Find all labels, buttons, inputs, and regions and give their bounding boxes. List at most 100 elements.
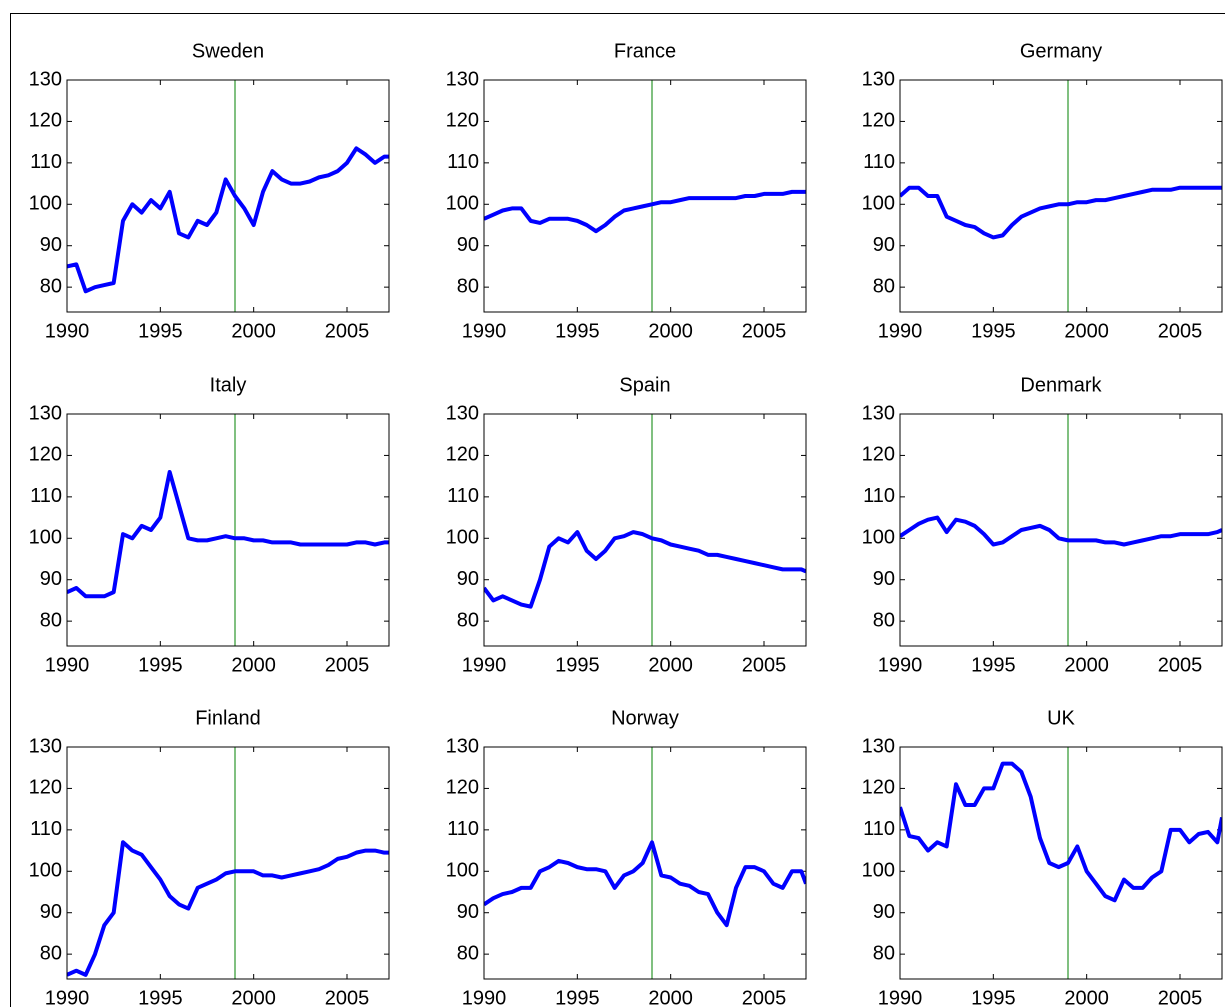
plot-frame [899, 746, 1223, 980]
y-tick-label: 80 [457, 942, 479, 964]
y-tick-label: 130 [29, 735, 62, 757]
subplot-title: UK [1047, 707, 1075, 729]
x-tick-label: 1990 [462, 654, 507, 676]
x-tick-label: 2005 [742, 654, 787, 676]
x-tick-label: 1990 [878, 654, 923, 676]
y-tick-label: 120 [446, 777, 479, 799]
y-tick-label: 80 [873, 609, 895, 631]
x-tick-label: 2000 [1064, 320, 1109, 342]
plot-area [484, 747, 806, 979]
x-tick-label: 2000 [231, 987, 276, 1007]
y-tick-label: 100 [29, 860, 62, 882]
y-tick-label: 130 [862, 735, 895, 757]
x-tick-label: 1990 [878, 320, 923, 342]
data-line [67, 470, 389, 599]
x-tick-label: 1990 [45, 654, 90, 676]
y-tick-label: 130 [446, 68, 479, 90]
y-tick-label: 110 [30, 485, 62, 507]
x-tick-label: 1995 [138, 320, 183, 342]
plot-frame [66, 746, 390, 980]
y-tick-label: 100 [446, 193, 479, 215]
y-tick-label: 120 [446, 110, 479, 132]
plot-area [67, 414, 389, 646]
data-line [900, 185, 1222, 240]
plot-frame [483, 79, 807, 313]
subplot-title: Finland [195, 707, 261, 729]
data-line [484, 530, 806, 609]
y-tick-label: 100 [862, 860, 895, 882]
data-line [900, 515, 1222, 547]
subplot-title: Spain [619, 374, 670, 396]
x-tick-label: 2000 [648, 987, 693, 1007]
subplot-title: Germany [1020, 40, 1102, 62]
x-tick-label: 1990 [45, 987, 90, 1007]
plot-frame [483, 746, 807, 980]
plot-area [484, 414, 806, 646]
x-tick-label: 1990 [462, 987, 507, 1007]
y-tick-label: 80 [40, 942, 62, 964]
subplot: Sweden 80 90 100 110 120 130 1990 1995 2000 2005 [29, 40, 390, 342]
y-tick-label: 90 [457, 568, 479, 590]
plot-frame [899, 79, 1223, 313]
x-tick-label: 2000 [648, 320, 693, 342]
y-tick-label: 90 [873, 234, 895, 256]
y-tick-label: 80 [40, 609, 62, 631]
x-tick-label: 2005 [1158, 320, 1203, 342]
data-line [900, 761, 1222, 903]
y-tick-label: 120 [862, 777, 895, 799]
plot-frame [899, 413, 1223, 647]
plot-frame [66, 413, 390, 647]
y-tick-label: 110 [863, 818, 895, 840]
data-line [484, 840, 806, 928]
y-tick-label: 120 [446, 444, 479, 466]
x-tick-label: 1995 [138, 654, 183, 676]
x-tick-label: 1990 [878, 987, 923, 1007]
y-tick-label: 110 [447, 818, 479, 840]
y-tick-label: 130 [862, 68, 895, 90]
subplot: Germany 80 90 100 110 120 130 1990 1995 2000 2005 [862, 40, 1223, 342]
y-tick-label: 100 [29, 527, 62, 549]
y-tick-label: 90 [457, 901, 479, 923]
y-tick-label: 120 [29, 777, 62, 799]
y-tick-label: 110 [447, 151, 479, 173]
x-tick-label: 2005 [325, 320, 370, 342]
data-line [484, 189, 806, 234]
x-tick-label: 1995 [555, 654, 600, 676]
data-line [67, 146, 389, 294]
plot-area [900, 747, 1222, 979]
x-tick-label: 2005 [1158, 654, 1203, 676]
subplot-title: Denmark [1020, 374, 1102, 396]
subplot-title: Italy [210, 374, 247, 396]
subplot: Norway 80 90 100 110 120 130 1990 1995 2000 2005 [446, 707, 807, 1007]
x-tick-label: 1995 [971, 320, 1016, 342]
y-tick-label: 130 [446, 402, 479, 424]
subplot-title: France [614, 40, 676, 62]
x-tick-label: 2000 [231, 320, 276, 342]
y-tick-label: 100 [862, 527, 895, 549]
y-tick-label: 120 [29, 110, 62, 132]
y-tick-label: 90 [873, 901, 895, 923]
subplot: France 80 90 100 110 120 130 1990 1995 2000 2005 [446, 40, 807, 342]
y-tick-label: 120 [862, 444, 895, 466]
x-tick-label: 1995 [555, 987, 600, 1007]
y-tick-label: 110 [30, 818, 62, 840]
plot-area [67, 80, 389, 312]
y-tick-label: 110 [863, 485, 895, 507]
subplot: Finland 80 90 100 110 120 130 1990 1995 2000 2005 [29, 707, 390, 1007]
x-tick-label: 2000 [1064, 987, 1109, 1007]
x-tick-label: 2005 [325, 654, 370, 676]
y-tick-label: 80 [40, 275, 62, 297]
y-tick-label: 100 [446, 860, 479, 882]
x-tick-label: 2005 [325, 987, 370, 1007]
y-tick-label: 100 [862, 193, 895, 215]
y-tick-label: 120 [29, 444, 62, 466]
x-tick-label: 2000 [648, 654, 693, 676]
y-tick-label: 80 [873, 942, 895, 964]
x-tick-label: 2005 [1158, 987, 1203, 1007]
plot-area [900, 80, 1222, 312]
subplot: Italy 80 90 100 110 120 130 1990 1995 2000 2005 [29, 374, 390, 676]
y-tick-label: 90 [457, 234, 479, 256]
y-tick-label: 120 [862, 110, 895, 132]
plot-area [67, 747, 389, 979]
